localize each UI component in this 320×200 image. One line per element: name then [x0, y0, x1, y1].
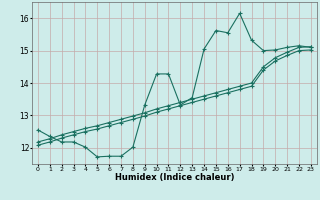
X-axis label: Humidex (Indice chaleur): Humidex (Indice chaleur) [115, 173, 234, 182]
